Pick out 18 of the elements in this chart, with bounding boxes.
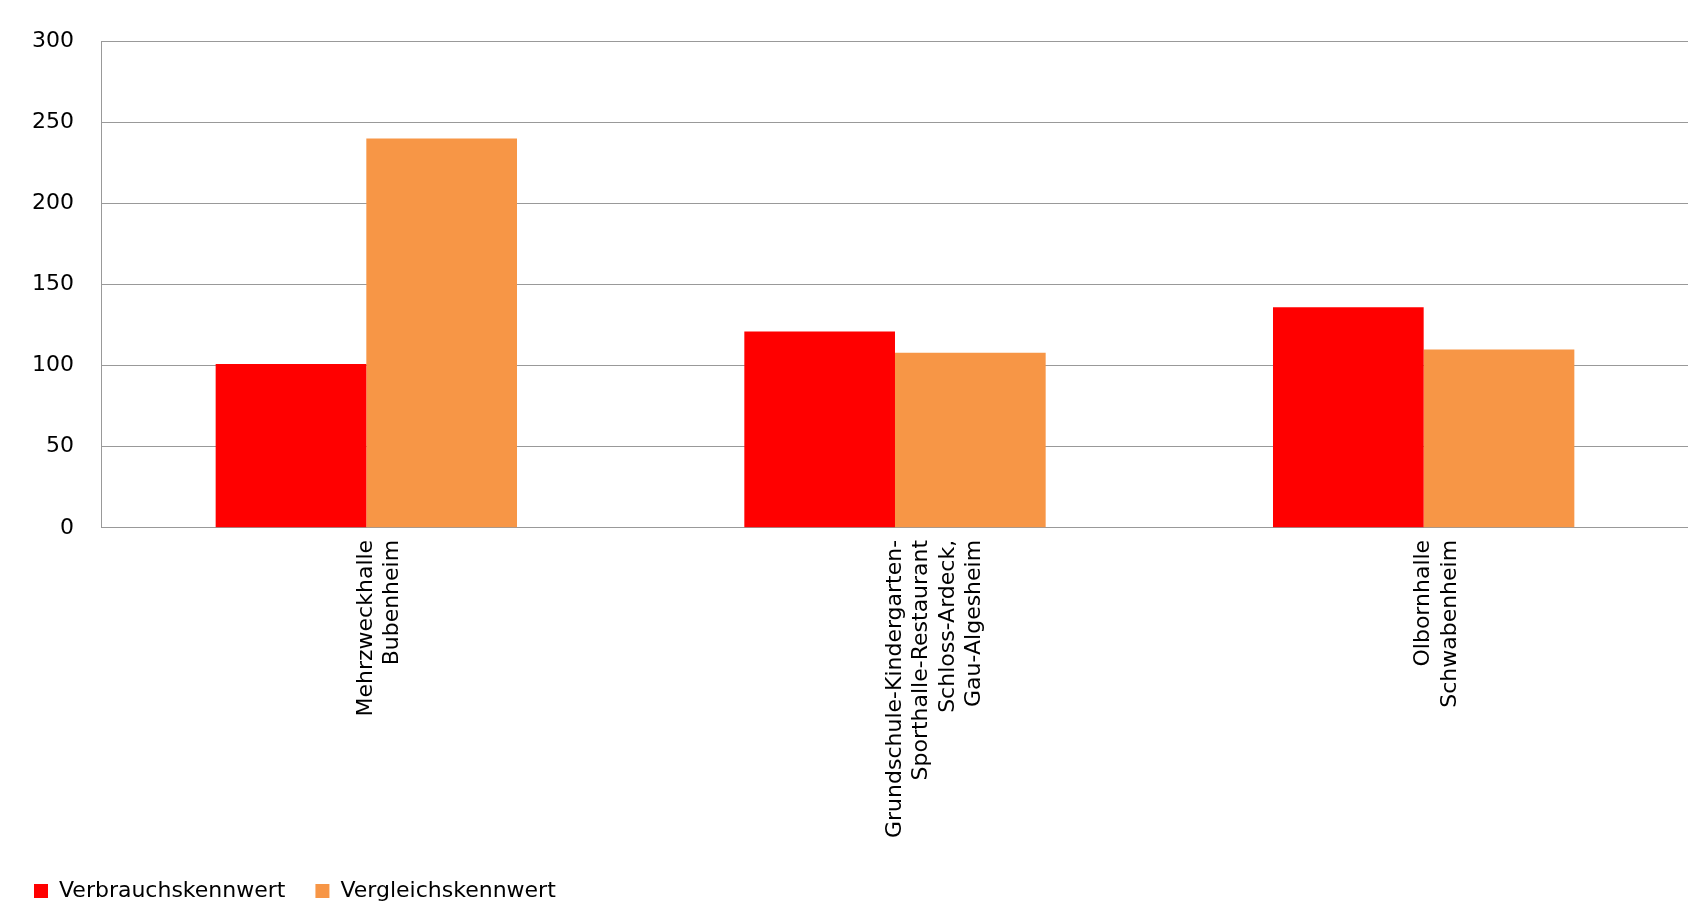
bar xyxy=(1423,349,1575,528)
x-tick-label: Mehrzweckhalle Bubenheim xyxy=(352,539,404,717)
y-tick-label: 100 xyxy=(31,351,74,377)
legend-label: Vergleichskennwert xyxy=(340,876,557,902)
bar xyxy=(366,138,517,528)
legend-label: Verbrauchskennwert xyxy=(59,876,286,902)
y-tick-label: 50 xyxy=(45,432,74,458)
x-tick-label: Olbornhalle Schwabenheim xyxy=(1409,539,1461,708)
x-tick-label: Grundschule-Kindergarten-Sporthalle-Restaurant Schloss-Ardeck, Gau-Algesheim xyxy=(880,539,985,839)
bar xyxy=(1272,307,1424,528)
y-tick-label: 150 xyxy=(31,270,74,296)
y-tick-label: 300 xyxy=(31,26,74,52)
y-tick-label: 250 xyxy=(31,108,74,134)
y-tick-label: 0 xyxy=(59,513,74,539)
y-tick-label: 200 xyxy=(31,189,74,215)
bar xyxy=(215,364,367,528)
bar xyxy=(895,352,1046,528)
bar xyxy=(744,331,895,528)
